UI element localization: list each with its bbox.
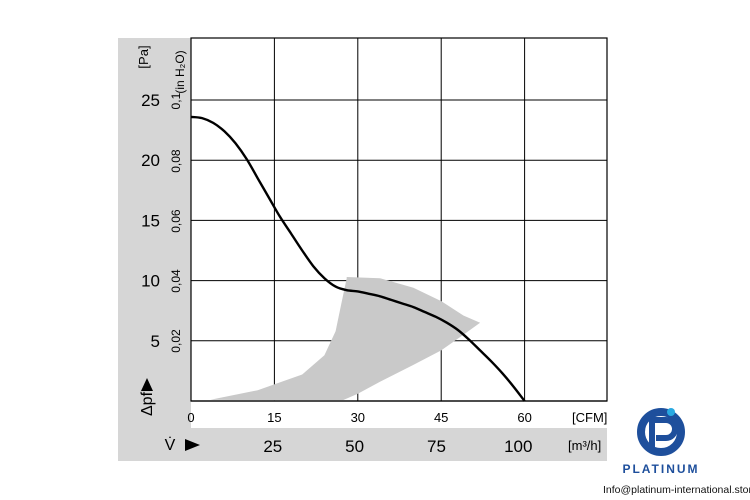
y2-tick-label: 0,1 bbox=[169, 92, 183, 109]
y2-tick-labels: 0,02 0,04 0,06 0,08 0,1 bbox=[169, 92, 183, 352]
x-axis-arrow-icon bbox=[185, 439, 200, 451]
contact-email: Info@platinum-international.store bbox=[603, 484, 750, 496]
x2-tick-label: 75 bbox=[427, 437, 446, 456]
y-axis-arrow-icon bbox=[141, 378, 153, 391]
x2-unit-label: [m³/h] bbox=[568, 438, 601, 453]
y2-tick-label: 0,06 bbox=[169, 209, 183, 233]
brand-name: PLATINUM bbox=[622, 462, 700, 476]
pressure-curve bbox=[190, 115, 526, 402]
cfm-axis-strip bbox=[191, 401, 607, 428]
x-tick-label: 0 bbox=[187, 410, 194, 425]
x-tick-label: 45 bbox=[434, 410, 448, 425]
x-tick-labels: 0 15 30 45 60 bbox=[187, 410, 531, 425]
y-tick-label: 25 bbox=[141, 91, 160, 110]
x-tick-label: 30 bbox=[351, 410, 365, 425]
y2-tick-label: 0,08 bbox=[169, 149, 183, 173]
left-band bbox=[118, 38, 191, 401]
x-axis-symbol: V̇ bbox=[165, 436, 176, 454]
y-tick-label: 15 bbox=[141, 211, 160, 230]
x-unit-label: [CFM] bbox=[572, 410, 607, 425]
x2-tick-label: 50 bbox=[345, 437, 364, 456]
y-tick-label: 5 bbox=[151, 332, 160, 351]
y-tick-label: 20 bbox=[141, 151, 160, 170]
y2-tick-label: 0,02 bbox=[169, 329, 183, 353]
x2-tick-label: 25 bbox=[263, 437, 282, 456]
x-tick-label: 60 bbox=[517, 410, 531, 425]
y-axis-symbol: Δpf bbox=[139, 391, 156, 416]
y-unit-label: [Pa] bbox=[136, 45, 151, 68]
y2-tick-label: 0,04 bbox=[169, 269, 183, 293]
y-tick-labels: 5 10 15 20 25 bbox=[141, 91, 160, 351]
y-tick-label: 10 bbox=[141, 272, 160, 291]
platinum-logo-icon bbox=[637, 408, 685, 456]
x-tick-label: 15 bbox=[267, 410, 281, 425]
y2-unit-label: (in H₂O) bbox=[173, 50, 187, 93]
x2-tick-label: 100 bbox=[504, 437, 532, 456]
x2-tick-labels: 25 50 75 100 bbox=[263, 437, 532, 456]
